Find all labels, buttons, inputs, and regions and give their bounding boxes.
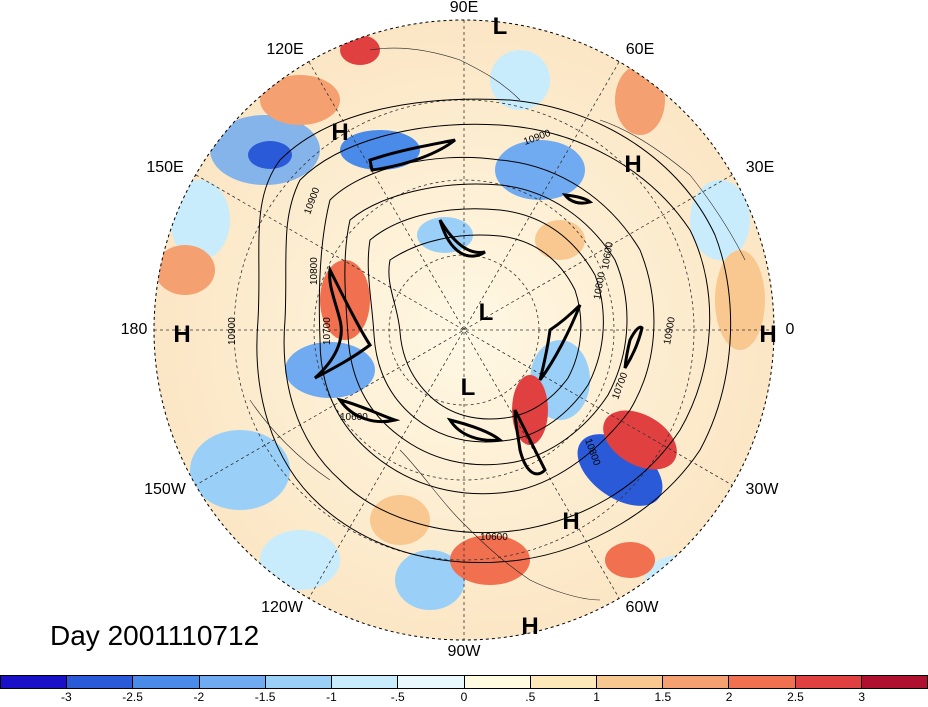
high-center-marker: H (759, 321, 777, 348)
colorbar-tick-label: 0 (460, 690, 468, 704)
contour-label: 10700 (322, 317, 333, 345)
colorbar-tick-label: .5 (525, 690, 536, 704)
low-center-marker: L (478, 299, 494, 326)
colorbar-segment (265, 676, 333, 688)
colorbar-tick-label: 2 (725, 690, 733, 704)
colorbar (0, 675, 928, 689)
colorbar-segment (1, 676, 68, 688)
colorbar-segment (795, 676, 862, 688)
contour-label: 10600 (600, 241, 616, 271)
high-center-marker: H (624, 151, 642, 178)
lon-label-30e: 30E (745, 159, 775, 176)
colorbar-tick-label: -2.5 (122, 690, 143, 704)
lon-label-120e: 120E (266, 41, 304, 58)
colorbar-segment (596, 676, 664, 688)
colorbar-segment (332, 676, 399, 688)
colorbar-tick-label: -3 (60, 690, 72, 704)
map-boundary (153, 19, 775, 641)
contour-label-group: 10900 10900 10800 10700 10900 10600 1090… (227, 128, 678, 543)
low-center-marker: L (460, 374, 476, 401)
colorbar-tick-label: -1.5 (254, 690, 276, 704)
colorbar-tick-label: 2.5 (787, 690, 804, 704)
low-center-marker: L (492, 13, 508, 40)
contour-label: 10800 (592, 271, 608, 301)
contour-label: 10900 (662, 316, 678, 346)
high-center-marker: H (173, 321, 191, 348)
high-center-marker: H (521, 613, 539, 640)
lon-label-150e: 150E (146, 159, 184, 176)
map-title: Day 2001110712 (50, 620, 260, 651)
lon-label-60w: 60W (625, 599, 659, 616)
colorbar-tick-label: -.5 (390, 690, 405, 704)
colorbar-segment (861, 676, 928, 688)
colorbar-segment (199, 676, 266, 688)
lon-label-180: 180 (120, 321, 148, 338)
colorbar-segment (398, 676, 465, 688)
colorbar-segment (530, 676, 597, 688)
colorbar-tick-label: 1.5 (654, 690, 672, 704)
colorbar-segment (663, 676, 730, 688)
lon-label-0: 0 (785, 321, 795, 338)
lon-label-90w: 90W (447, 643, 481, 660)
colorbar-segment (67, 676, 134, 688)
colorbar-tick-label: 3 (858, 690, 866, 704)
coastlines (249, 47, 746, 601)
contour-label: 10600 (340, 412, 368, 423)
lon-label-30w: 30W (745, 481, 779, 498)
colorbar-tick-label: -1 (326, 690, 337, 704)
contour-label: 10800 (309, 257, 320, 285)
lon-label-120w: 120W (261, 599, 303, 616)
colorbar-tick-label: -2 (193, 690, 205, 704)
lon-label-90e: 90E (449, 0, 479, 16)
high-center-marker: H (331, 119, 349, 146)
contour-label: 10600 (480, 532, 508, 543)
high-center-marker: H (562, 508, 580, 535)
colorbar-segment (133, 676, 200, 688)
contour-label: 10900 (227, 317, 238, 345)
jet-contours (313, 138, 644, 476)
colorbar-tick-label: 1 (593, 690, 600, 704)
colorbar-segment (464, 676, 531, 688)
colorbar-segment (729, 676, 796, 688)
lon-label-60e: 60E (625, 41, 655, 58)
lon-label-150w: 150W (144, 481, 186, 498)
